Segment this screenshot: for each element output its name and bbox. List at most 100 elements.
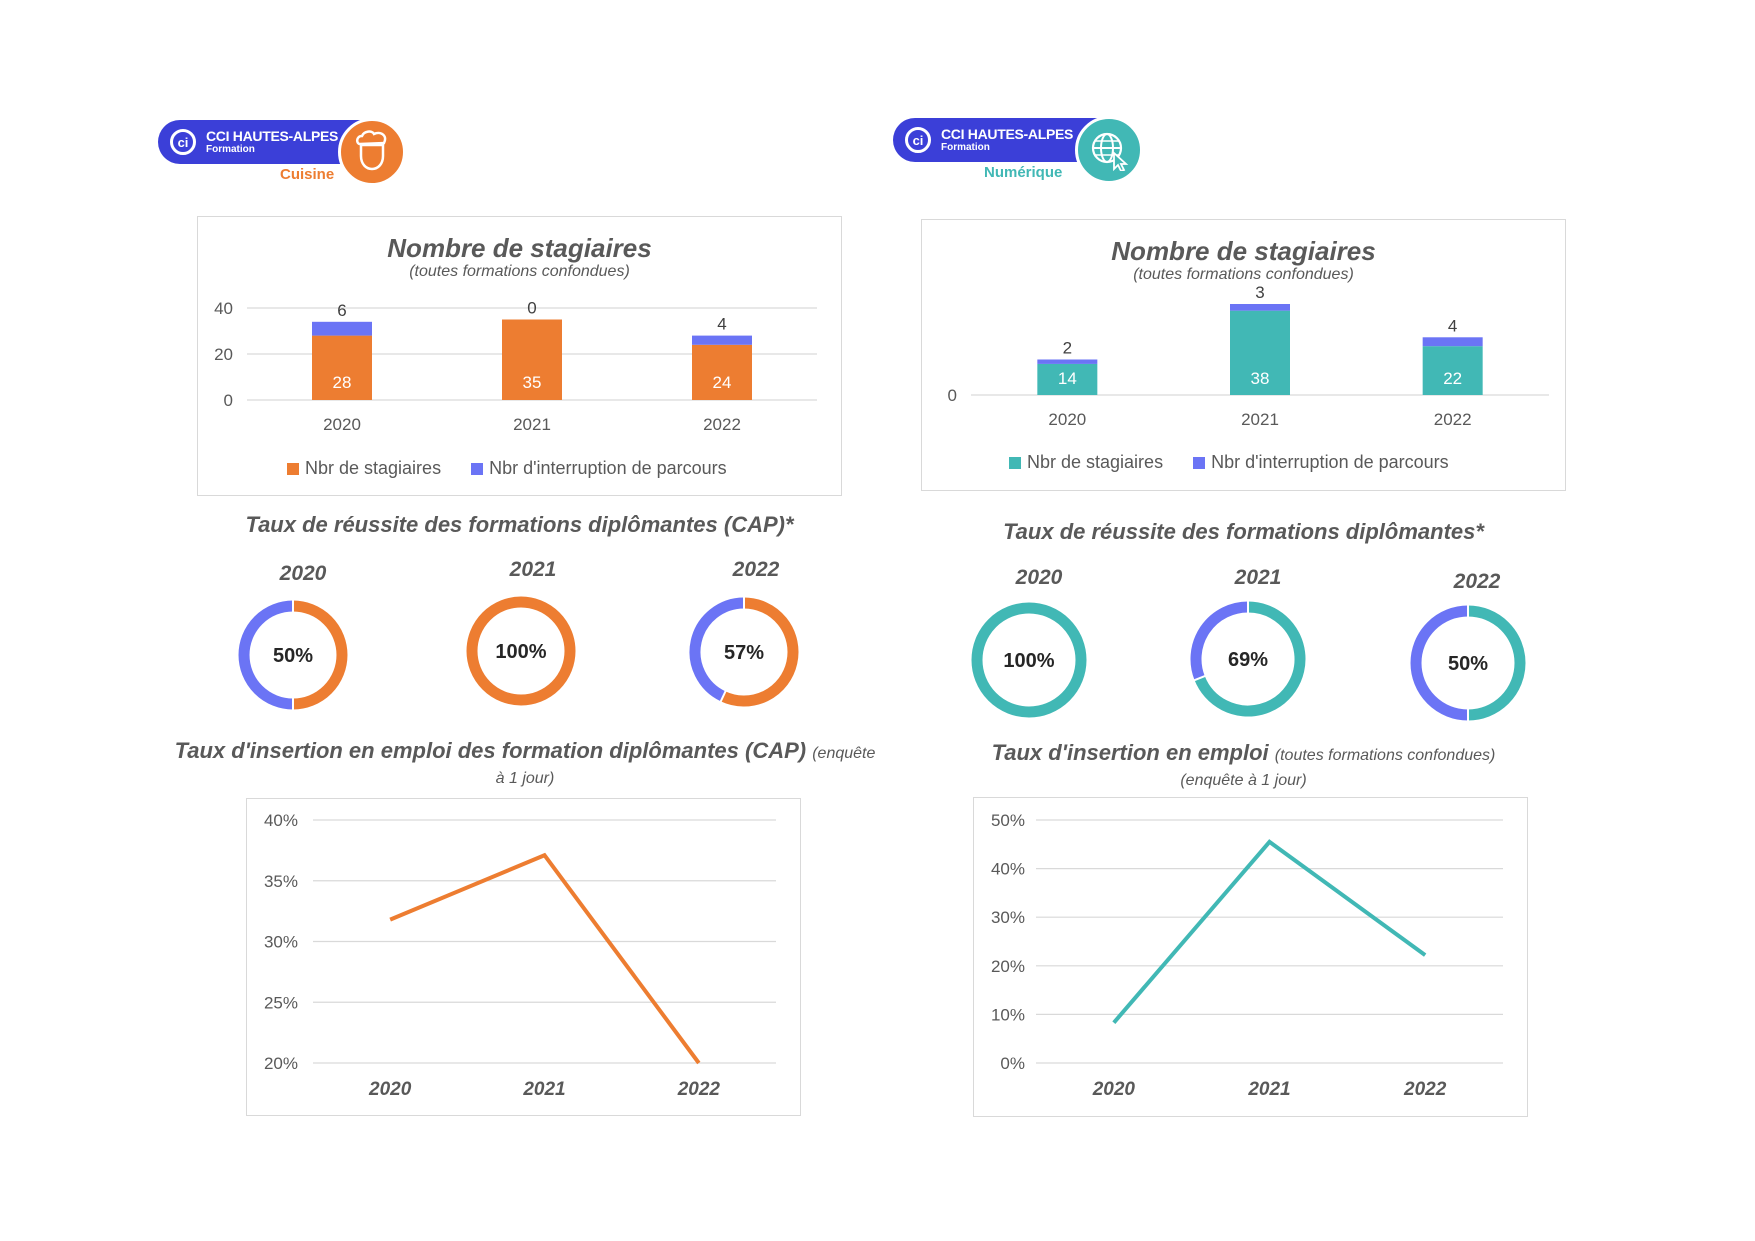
cci-logo-icon: ci xyxy=(170,129,196,155)
y-tick-label: 30% xyxy=(264,933,298,952)
donut-separator xyxy=(1189,673,1211,684)
donut-year: 2020 xyxy=(1015,566,1063,589)
donut-year: 2020 xyxy=(279,562,327,585)
y-tick-label: 25% xyxy=(264,993,298,1012)
legend-label: Nbr de stagiaires xyxy=(1027,452,1164,472)
data-label: 38 xyxy=(1251,369,1270,388)
logo-name: CCI HAUTES-ALPES xyxy=(941,126,1074,142)
data-label: 3 xyxy=(1255,283,1264,302)
legend-item: Nbr de stagiaires xyxy=(287,458,441,479)
legend: Nbr de stagiaires Nbr d'interruption de … xyxy=(1009,452,1449,473)
data-label: 24 xyxy=(713,373,732,392)
data-label: 14 xyxy=(1058,369,1077,388)
donut-value-label: 50% xyxy=(1448,653,1488,675)
data-label: 28 xyxy=(333,373,352,392)
bar-chart-cuisine: 0 20 40 28 6 2020 35 0 2021 24 4 2022 xyxy=(214,299,817,434)
bar-chart-title: Nombre de stagiaires xyxy=(387,233,652,263)
y-tick-label: 30% xyxy=(991,908,1025,927)
logo-category: Numérique xyxy=(984,164,1063,181)
legend-swatch xyxy=(1009,456,1021,469)
y-tick-label: 0 xyxy=(948,386,957,405)
donut-slice xyxy=(292,600,348,710)
globe-cursor-icon xyxy=(1075,116,1143,184)
legend-label: Nbr de stagiaires xyxy=(305,458,442,478)
donut-year: 2021 xyxy=(1234,566,1282,589)
line-chart-numerique: 0% 10% 20% 30% 40% 50% 2020 2021 2022 xyxy=(991,811,1503,1100)
bar xyxy=(1422,337,1483,347)
x-tick-label: 2020 xyxy=(1048,410,1086,429)
bar xyxy=(312,321,372,336)
donut-slice xyxy=(1194,601,1306,717)
data-label: 2 xyxy=(1063,338,1072,357)
insertion-title: Taux d'insertion en emploi des formation… xyxy=(170,740,880,790)
data-label: 4 xyxy=(1448,316,1457,335)
chef-icon xyxy=(338,118,406,186)
logo-pill: ci CCI HAUTES-ALPES Formation xyxy=(893,118,1083,162)
bar xyxy=(692,335,752,345)
y-tick-label: 35% xyxy=(264,872,298,891)
logo-category: Cuisine xyxy=(280,166,335,183)
legend-label: Nbr d'interruption de parcours xyxy=(489,458,727,478)
x-tick-label: 2020 xyxy=(368,1079,412,1100)
y-tick-label: 20 xyxy=(214,345,233,364)
donut-year: 2022 xyxy=(732,558,780,581)
bar xyxy=(692,344,752,400)
x-tick-label: 2020 xyxy=(323,415,361,434)
x-tick-label: 2021 xyxy=(513,415,551,434)
legend-swatch xyxy=(1193,456,1206,469)
line-chart-box-numerique xyxy=(973,797,1528,1117)
donut-year: 2022 xyxy=(1453,570,1501,593)
legend: Nbr de stagiaires Nbr d'interruption de … xyxy=(287,458,727,479)
legend-swatch xyxy=(471,462,484,475)
series-line xyxy=(1112,839,1427,1024)
legend-item: Nbr de stagiaires xyxy=(1009,452,1163,473)
bar xyxy=(1230,310,1290,395)
insertion-note: (toutes formations confondues) xyxy=(1274,747,1496,764)
donut-slice xyxy=(466,596,576,706)
data-label: 35 xyxy=(523,373,542,392)
insertion-note: (enquête à 1 jour) xyxy=(495,745,876,787)
y-tick-label: 40% xyxy=(991,860,1025,879)
donut-slice xyxy=(1190,601,1249,681)
bar xyxy=(1037,363,1098,395)
donut-value-label: 69% xyxy=(1228,649,1268,671)
insertion-title-text: Taux d'insertion en emploi des formation… xyxy=(174,738,807,763)
data-label: 6 xyxy=(337,301,346,320)
x-tick-label: 2021 xyxy=(522,1079,565,1100)
bar xyxy=(1037,359,1098,364)
donut-slice xyxy=(689,597,745,702)
x-tick-label: 2022 xyxy=(677,1079,721,1100)
bar-chart-subtitle: (toutes formations confondues) xyxy=(409,263,630,280)
y-tick-label: 50% xyxy=(991,811,1025,830)
data-label: 22 xyxy=(1443,369,1462,388)
y-tick-label: 40 xyxy=(214,299,233,318)
x-tick-label: 2021 xyxy=(1247,1079,1290,1100)
y-tick-label: 0% xyxy=(1000,1054,1025,1073)
legend-label: Nbr d'interruption de parcours xyxy=(1211,452,1449,472)
data-label: 0 xyxy=(527,299,536,318)
donut-slice xyxy=(238,600,294,710)
cci-logo-icon: ci xyxy=(905,127,931,153)
insertion-title-text: Taux d'insertion en emploi xyxy=(991,740,1269,765)
bar xyxy=(312,335,372,400)
y-tick-label: 40% xyxy=(264,811,298,830)
insertion-title: Taux d'insertion en emploi (toutes forma… xyxy=(921,742,1566,792)
x-tick-label: 2022 xyxy=(703,415,741,434)
line-chart-cuisine: 20% 25% 30% 35% 40% 2020 2021 2022 xyxy=(264,811,776,1100)
donut-slice xyxy=(971,602,1087,718)
logo-name: CCI HAUTES-ALPES xyxy=(206,128,339,144)
logo-sub: Formation xyxy=(206,144,255,155)
x-tick-label: 2022 xyxy=(1434,410,1472,429)
x-tick-label: 2020 xyxy=(1092,1079,1136,1100)
donut-value-label: 50% xyxy=(273,645,313,667)
legend-swatch xyxy=(287,462,299,475)
donut-value-label: 100% xyxy=(1003,650,1054,672)
bar xyxy=(1230,304,1290,311)
donut-slice xyxy=(1410,605,1469,721)
bar-chart-title: Nombre de stagiaires xyxy=(1111,236,1376,266)
bar-chart-numerique: 0 14 2 2020 38 3 2021 22 4 2022 xyxy=(948,283,1549,429)
y-tick-label: 20% xyxy=(991,957,1025,976)
y-tick-label: 10% xyxy=(991,1005,1025,1024)
bar xyxy=(502,319,562,400)
series-line xyxy=(389,852,701,1065)
